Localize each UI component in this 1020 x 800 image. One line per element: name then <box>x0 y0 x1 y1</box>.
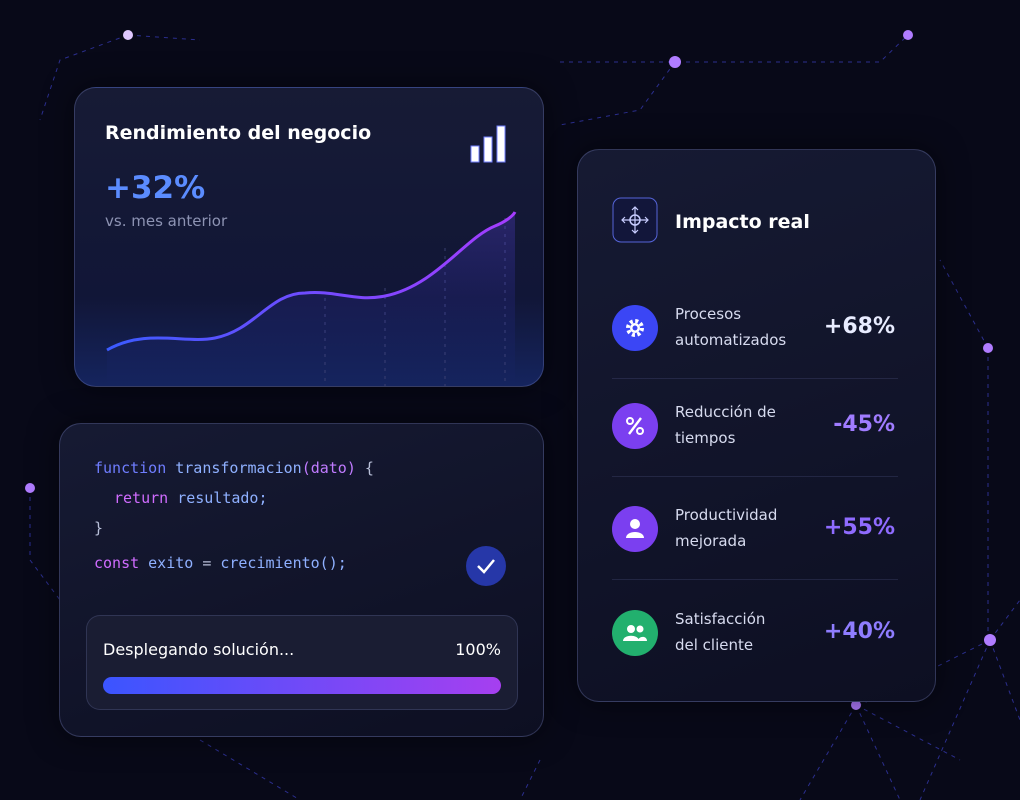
code-token: } <box>94 519 104 537</box>
trend-line <box>106 211 517 386</box>
code-line: function transformacion(dato) { <box>94 459 374 477</box>
code-token: return <box>114 489 169 507</box>
code-token: resultado; <box>177 489 268 507</box>
impact-icon <box>612 197 658 243</box>
code-token: crecimiento(); <box>220 554 347 572</box>
metric-subtitle: vs. mes anterior <box>105 212 228 230</box>
item-icon <box>612 305 658 351</box>
item-value: +40% <box>823 619 895 644</box>
bar-icon <box>470 125 506 163</box>
metric-value: +32% <box>105 170 206 206</box>
item-value: +68% <box>823 314 895 339</box>
card-title: Impacto real <box>675 211 810 233</box>
code-token: function <box>94 459 167 477</box>
icon-glyph <box>612 403 658 449</box>
code-token: { <box>364 459 374 477</box>
icon-glyph <box>612 506 658 552</box>
progress-percent: 100% <box>455 640 501 659</box>
code-token: = <box>202 554 212 572</box>
progress-bar <box>103 677 501 694</box>
item-label: automatizados <box>675 331 787 349</box>
code-token: transformacion <box>175 459 302 477</box>
item-icon <box>612 403 658 449</box>
item-icon <box>612 610 658 656</box>
separator <box>612 378 898 379</box>
code-line: return resultado; <box>114 489 268 507</box>
item-label: tiempos <box>675 429 736 447</box>
code-line: const exito = crecimiento(); <box>94 554 347 572</box>
item-label: mejorada <box>675 532 747 550</box>
item-label: Reducción de <box>675 403 776 421</box>
code-token: (dato) <box>301 459 356 477</box>
separator <box>612 579 898 580</box>
item-value: +55% <box>823 515 895 540</box>
item-label: Satisfacción <box>675 610 766 628</box>
item-value: -45% <box>833 412 895 437</box>
card-title: Rendimiento del negocio <box>105 122 372 144</box>
progress-label: Desplegando solución... <box>103 640 295 659</box>
item-label: Productividad <box>675 506 778 524</box>
code-token: exito <box>148 554 194 572</box>
icon-glyph <box>612 610 658 656</box>
progress-box: Desplegando solución... 100% <box>86 615 518 710</box>
icon-glyph <box>612 305 658 351</box>
item-label: del cliente <box>675 636 754 654</box>
code-card: function transformacion(dato) { return resu… <box>59 423 544 737</box>
separator <box>612 476 898 477</box>
item-icon <box>612 506 658 552</box>
check-icon <box>466 546 506 586</box>
code-line: } <box>94 519 103 537</box>
code-token: const <box>94 554 140 572</box>
performance-card: Rendimiento del negocio +32% vs. mes ant… <box>74 87 544 387</box>
impact-card: Impacto real Procesos automatizados +68% Re… <box>577 149 936 702</box>
item-label: Procesos <box>675 305 742 323</box>
